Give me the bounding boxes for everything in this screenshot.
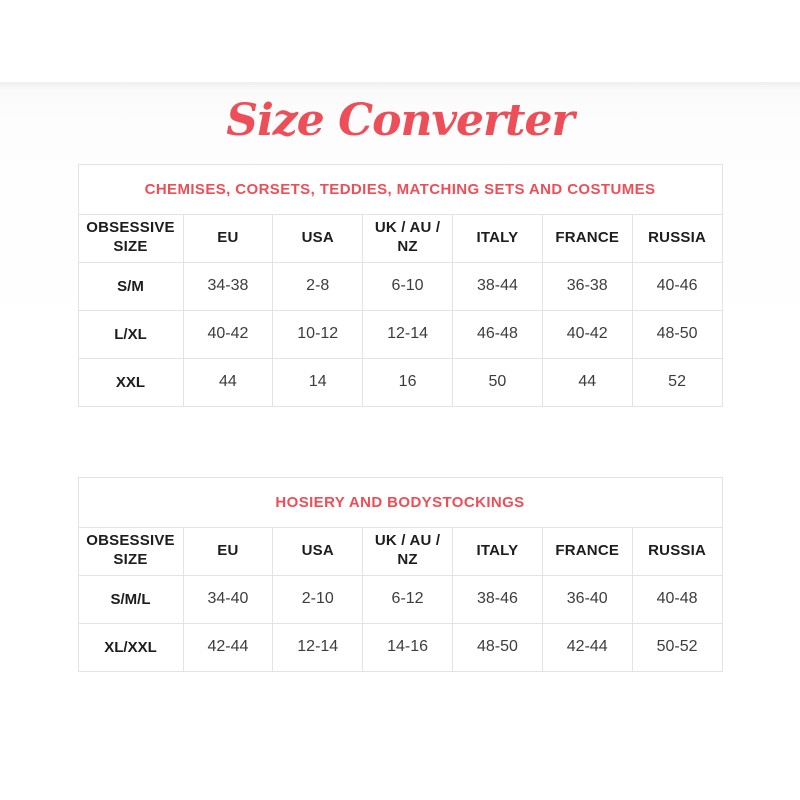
column-header: OBSESSIVE SIZE xyxy=(77,526,184,576)
table-row: S/M 34-38 2-8 6-10 38-44 36-38 40-46 xyxy=(77,261,723,311)
size-cell: 50-52 xyxy=(631,622,723,672)
row-label-cell: XL/XXL xyxy=(77,622,184,672)
size-cell: 42-44 xyxy=(541,622,633,672)
size-cell: 14 xyxy=(272,357,364,407)
size-cell: 42-44 xyxy=(182,622,274,672)
size-cell: 44 xyxy=(541,357,633,407)
size-cell: 50 xyxy=(451,357,543,407)
table-caption: CHEMISES, CORSETS, TEDDIES, MATCHING SET… xyxy=(77,163,723,215)
column-header: USA xyxy=(272,526,364,576)
table-row: L/XL 40-42 10-12 12-14 46-48 40-42 48-50 xyxy=(77,309,723,359)
size-table-hosiery: HOSIERY AND BODYSTOCKINGS OBSESSIVE SIZE E… xyxy=(77,476,723,672)
size-cell: 46-48 xyxy=(451,309,543,359)
column-header: FRANCE xyxy=(541,526,633,576)
size-cell: 40-42 xyxy=(541,309,633,359)
table-caption-row: CHEMISES, CORSETS, TEDDIES, MATCHING SET… xyxy=(77,163,723,215)
size-cell: 34-38 xyxy=(182,261,274,311)
size-table-chemises: CHEMISES, CORSETS, TEDDIES, MATCHING SET… xyxy=(77,163,723,407)
size-cell: 38-44 xyxy=(451,261,543,311)
size-cell: 16 xyxy=(362,357,453,407)
column-header: EU xyxy=(182,213,274,263)
size-cell: 52 xyxy=(631,357,723,407)
column-header: UK / AU / NZ xyxy=(362,526,453,576)
size-cell: 40-42 xyxy=(182,309,274,359)
column-header: USA xyxy=(272,213,364,263)
size-cell: 48-50 xyxy=(451,622,543,672)
table-caption: HOSIERY AND BODYSTOCKINGS xyxy=(77,476,723,528)
size-cell: 10-12 xyxy=(272,309,364,359)
size-cell: 6-12 xyxy=(362,574,453,624)
size-cell: 48-50 xyxy=(631,309,723,359)
size-cell: 38-46 xyxy=(451,574,543,624)
row-label-cell: S/M xyxy=(77,261,184,311)
row-label-cell: S/M/L xyxy=(77,574,184,624)
size-cell: 2-10 xyxy=(272,574,364,624)
header-spacer xyxy=(0,0,800,82)
size-cell: 44 xyxy=(182,357,274,407)
table-caption-row: HOSIERY AND BODYSTOCKINGS xyxy=(77,476,723,528)
content-area: Size Converter CHEMISES, CORSETS, TEDDIE… xyxy=(0,82,800,800)
column-header: RUSSIA xyxy=(631,213,723,263)
table-row: XL/XXL 42-44 12-14 14-16 48-50 42-44 50-52 xyxy=(77,622,723,672)
column-header: RUSSIA xyxy=(631,526,723,576)
row-label-cell: XXL xyxy=(77,357,184,407)
size-cell: 34-40 xyxy=(182,574,274,624)
column-header: ITALY xyxy=(451,526,543,576)
column-header: FRANCE xyxy=(541,213,633,263)
table-header-row: OBSESSIVE SIZE EU USA UK / AU / NZ ITALY FRAN… xyxy=(77,213,723,263)
size-cell: 6-10 xyxy=(362,261,453,311)
column-header: ITALY xyxy=(451,213,543,263)
column-header: UK / AU / NZ xyxy=(362,213,453,263)
row-label-cell: L/XL xyxy=(77,309,184,359)
size-cell: 2-8 xyxy=(272,261,364,311)
size-cell: 40-46 xyxy=(631,261,723,311)
size-cell: 12-14 xyxy=(362,309,453,359)
column-header: OBSESSIVE SIZE xyxy=(77,213,184,263)
table-row: XXL 44 14 16 50 44 52 xyxy=(77,357,723,407)
size-cell: 40-48 xyxy=(631,574,723,624)
size-cell: 36-38 xyxy=(541,261,633,311)
table-header-row: OBSESSIVE SIZE EU USA UK / AU / NZ ITALY FRAN… xyxy=(77,526,723,576)
table-row: S/M/L 34-40 2-10 6-12 38-46 36-40 40-48 xyxy=(77,574,723,624)
column-header: EU xyxy=(182,526,274,576)
size-cell: 12-14 xyxy=(272,622,364,672)
size-cell: 14-16 xyxy=(362,622,453,672)
size-cell: 36-40 xyxy=(541,574,633,624)
page-title: Size Converter xyxy=(226,95,574,146)
